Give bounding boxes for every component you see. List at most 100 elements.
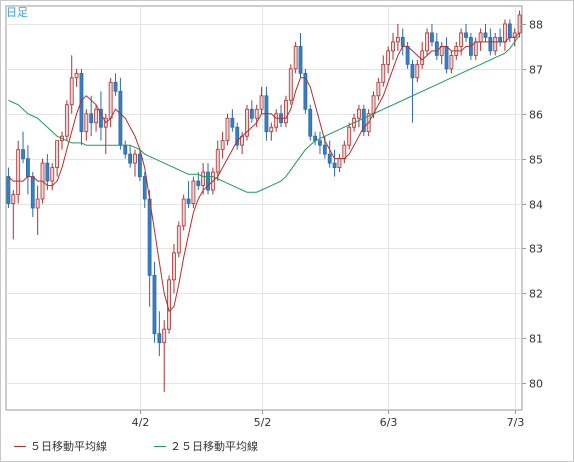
candle-up [108, 81, 113, 119]
candle-up [337, 158, 342, 169]
y-tick-label: 88 [529, 19, 543, 32]
candle-up [50, 167, 55, 182]
candle-up [493, 37, 498, 52]
candle-up [420, 50, 425, 65]
candle-up [293, 46, 298, 70]
y-tick-label: 87 [529, 64, 543, 77]
x-tick-label: 7/3 [507, 416, 525, 429]
candle-up [503, 23, 507, 43]
candle-down [488, 37, 493, 52]
candle-up [395, 37, 400, 43]
candle-down [434, 41, 439, 56]
period-label: 日足 [6, 6, 28, 19]
candle-up [274, 113, 279, 128]
candle-down [142, 176, 147, 200]
candle-down [332, 162, 337, 169]
legend-swatch-ma25 [154, 445, 166, 447]
candle-down [79, 72, 84, 133]
candle-down [498, 37, 503, 43]
candle-up [386, 50, 391, 65]
candle-up [449, 54, 454, 70]
candle-up [167, 279, 171, 330]
ma25-line [8, 34, 521, 193]
candle-down [361, 108, 366, 133]
ma5-line [8, 32, 520, 313]
candle-up [415, 63, 420, 79]
y-tick-label: 82 [529, 288, 543, 301]
candle-down [230, 117, 235, 128]
candle-up [225, 117, 230, 142]
candle-down [147, 198, 152, 276]
candle-up [478, 32, 483, 43]
legend-label-ma25: ２５日移動平均線 [170, 440, 258, 453]
candle-down [118, 90, 123, 146]
candle-up [357, 108, 361, 119]
candle-down [21, 149, 25, 160]
y-tick-label: 85 [529, 154, 543, 167]
candle-down [322, 144, 327, 155]
candle-up [459, 32, 464, 47]
candle-down [157, 333, 162, 344]
candle-up [425, 32, 429, 52]
candle-up [11, 194, 16, 204]
candle-down [113, 81, 118, 92]
candle-down [298, 46, 303, 74]
candle-down [235, 126, 240, 146]
candle-down [30, 176, 35, 209]
candle-up [64, 104, 69, 137]
candle-down [507, 23, 512, 38]
candle-up [172, 252, 176, 281]
candle-down [483, 32, 488, 38]
candle-up [176, 225, 181, 254]
candle-up [94, 108, 98, 124]
candle-up [162, 328, 167, 344]
x-tick-label: 4/2 [132, 416, 150, 429]
candle-down [99, 108, 103, 128]
candle-up [16, 149, 21, 195]
candle-up [269, 126, 274, 133]
legend-item-ma5: ５日移動平均線 [14, 438, 107, 454]
candle-down [128, 153, 133, 164]
candle-up [254, 108, 259, 119]
y-tick-label: 83 [529, 243, 543, 256]
candle-down [123, 144, 128, 155]
candle-up [215, 149, 220, 173]
candle-down [89, 113, 94, 124]
candle-up [191, 180, 196, 204]
candle-up [74, 72, 79, 79]
legend-swatch-ma5 [14, 445, 26, 447]
candle-up [69, 77, 74, 106]
candle-down [152, 274, 157, 335]
candle-down [318, 140, 322, 146]
candle-up [391, 41, 395, 52]
candle-down [249, 108, 254, 119]
y-tick-label: 80 [529, 378, 543, 391]
candle-down [308, 108, 313, 137]
y-tick-label: 86 [529, 109, 543, 122]
candle-down [400, 37, 405, 47]
candle-up [283, 99, 288, 124]
candle-down [410, 63, 415, 79]
candle-down [45, 162, 50, 182]
candle-up [376, 81, 381, 97]
candle-down [430, 32, 434, 43]
candle-down [327, 153, 332, 164]
candle-down [25, 158, 30, 177]
candle-down [6, 176, 11, 204]
candle-up [381, 63, 386, 83]
plot-area [5, 5, 523, 411]
candle-up [347, 126, 352, 146]
candle-down [196, 180, 201, 186]
y-tick-label: 81 [529, 333, 543, 346]
candle-up [288, 68, 293, 101]
candle-up [342, 144, 347, 160]
candle-down [137, 153, 142, 177]
candle-up [55, 140, 60, 169]
candle-up [201, 171, 206, 186]
candle-up [517, 14, 522, 34]
candle-up [133, 153, 137, 164]
candle-down [464, 32, 468, 38]
x-tick-label: 5/2 [254, 416, 272, 429]
legend-item-ma25: ２５日移動平均線 [154, 438, 258, 454]
